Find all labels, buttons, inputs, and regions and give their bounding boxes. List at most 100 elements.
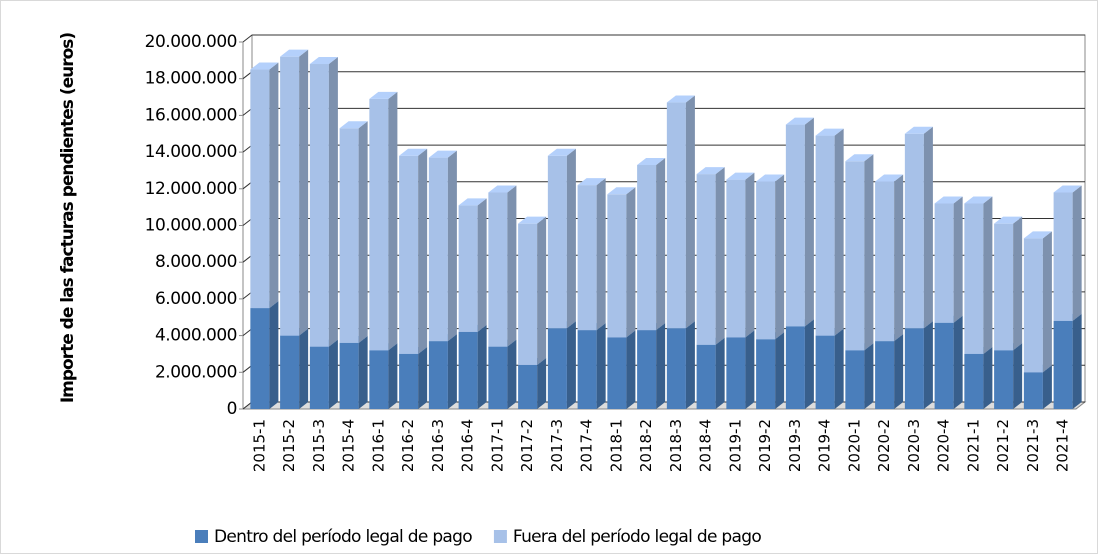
x-tick-label: 2016-4 — [459, 419, 477, 472]
bar-side — [864, 154, 874, 351]
bar-segment — [488, 346, 508, 409]
bar-top — [696, 167, 725, 175]
bar-segment — [309, 64, 329, 347]
bar-segment — [399, 353, 419, 409]
bar-segment — [1023, 238, 1043, 373]
y-tick-label: 4.000.000 — [155, 326, 237, 346]
grid-line-side — [242, 34, 253, 43]
bar-side — [834, 328, 844, 409]
bar-segment — [934, 203, 954, 323]
bar-segment — [280, 335, 300, 409]
bar-side — [537, 216, 547, 365]
bar-segment — [280, 56, 300, 336]
bar-side — [477, 198, 487, 332]
bar-side — [477, 324, 487, 409]
bar-side — [447, 150, 457, 342]
bar-side — [507, 185, 517, 347]
bar-side — [418, 346, 428, 409]
bar-side — [656, 323, 666, 409]
bar-segment — [607, 337, 627, 409]
bar-segment — [369, 98, 389, 351]
bar-side — [1013, 216, 1023, 351]
x-tick-label: 2021-2 — [994, 419, 1012, 472]
x-tick-label: 2015-3 — [310, 419, 328, 472]
legend-swatch — [493, 530, 507, 543]
bar-segment — [399, 155, 419, 354]
bar-segment — [666, 328, 686, 409]
bar-segment — [518, 364, 538, 409]
bar-side — [299, 328, 309, 409]
bar-top — [815, 128, 844, 136]
bar-side — [953, 315, 963, 409]
bar-side — [358, 121, 368, 343]
bar-side — [328, 57, 338, 347]
bar-top — [547, 148, 576, 156]
bar-segment — [250, 308, 270, 409]
bar-segment — [458, 331, 478, 409]
bar-top — [250, 62, 279, 70]
bar-segment — [845, 161, 865, 351]
bar-side — [894, 334, 904, 409]
bar-segment — [964, 353, 984, 409]
bar-segment — [785, 326, 805, 409]
y-axis-label: Importe de las facturas pendientes (euro… — [58, 33, 78, 404]
y-tick-label: 6.000.000 — [155, 289, 237, 309]
bar-side — [864, 343, 874, 409]
bar-side — [804, 319, 814, 409]
bar-top — [1023, 231, 1052, 239]
bar-top — [369, 91, 398, 99]
x-tick-label: 2017-2 — [518, 419, 536, 472]
bar-segment — [458, 205, 478, 332]
bar-side — [566, 148, 576, 329]
bar-top — [964, 196, 993, 204]
x-tick-label: 2017-1 — [488, 419, 506, 472]
bar-top — [518, 216, 547, 224]
x-tick-label: 2018-2 — [637, 419, 655, 472]
bar-side — [626, 187, 636, 338]
bar-side — [1072, 185, 1082, 321]
legend-label: Dentro del período legal de pago — [214, 527, 472, 547]
legend-swatch — [195, 530, 208, 543]
bar-top — [726, 172, 755, 180]
bar-side — [358, 335, 368, 409]
bar-side — [1042, 231, 1052, 373]
bar-top — [309, 57, 338, 65]
bar-side — [775, 332, 785, 409]
bar-segment — [756, 339, 776, 409]
bar-side — [685, 95, 695, 329]
x-tick-label: 2021-1 — [964, 419, 982, 472]
bar-side — [299, 49, 309, 336]
bar-side — [775, 174, 785, 340]
x-tick-label: 2020-3 — [905, 419, 923, 472]
bar-segment — [815, 335, 835, 409]
bar-top — [875, 174, 904, 182]
y-tick-label: 12.000.000 — [145, 179, 237, 199]
bar-top — [934, 196, 963, 204]
bar-segment — [964, 203, 984, 354]
bar-side — [328, 339, 338, 409]
x-tick-label: 2017-4 — [578, 419, 596, 472]
bar-segment — [577, 330, 597, 409]
y-tick-label: 8.000.000 — [155, 252, 237, 272]
bar-side — [983, 196, 993, 354]
bar-side — [269, 301, 279, 409]
bar-top — [845, 154, 874, 162]
x-tick-label: 2017-3 — [548, 419, 566, 472]
bar-segment — [428, 341, 448, 409]
bar-side — [715, 337, 725, 409]
x-tick-label: 2015-2 — [280, 419, 298, 472]
bar-segment — [339, 128, 359, 343]
bar-top — [637, 157, 666, 165]
bar-side — [596, 178, 606, 331]
bar-side — [1072, 313, 1082, 409]
bar-side — [447, 334, 457, 409]
x-tick-label: 2018-3 — [667, 419, 685, 472]
bar-segment — [1053, 320, 1073, 409]
y-tick-label: 16.000.000 — [145, 105, 237, 125]
bar-top — [904, 126, 933, 134]
bar-top — [1053, 185, 1082, 193]
x-tick-label: 2020-4 — [935, 419, 953, 472]
bar-segment — [696, 344, 716, 409]
bar-segment — [845, 350, 865, 409]
